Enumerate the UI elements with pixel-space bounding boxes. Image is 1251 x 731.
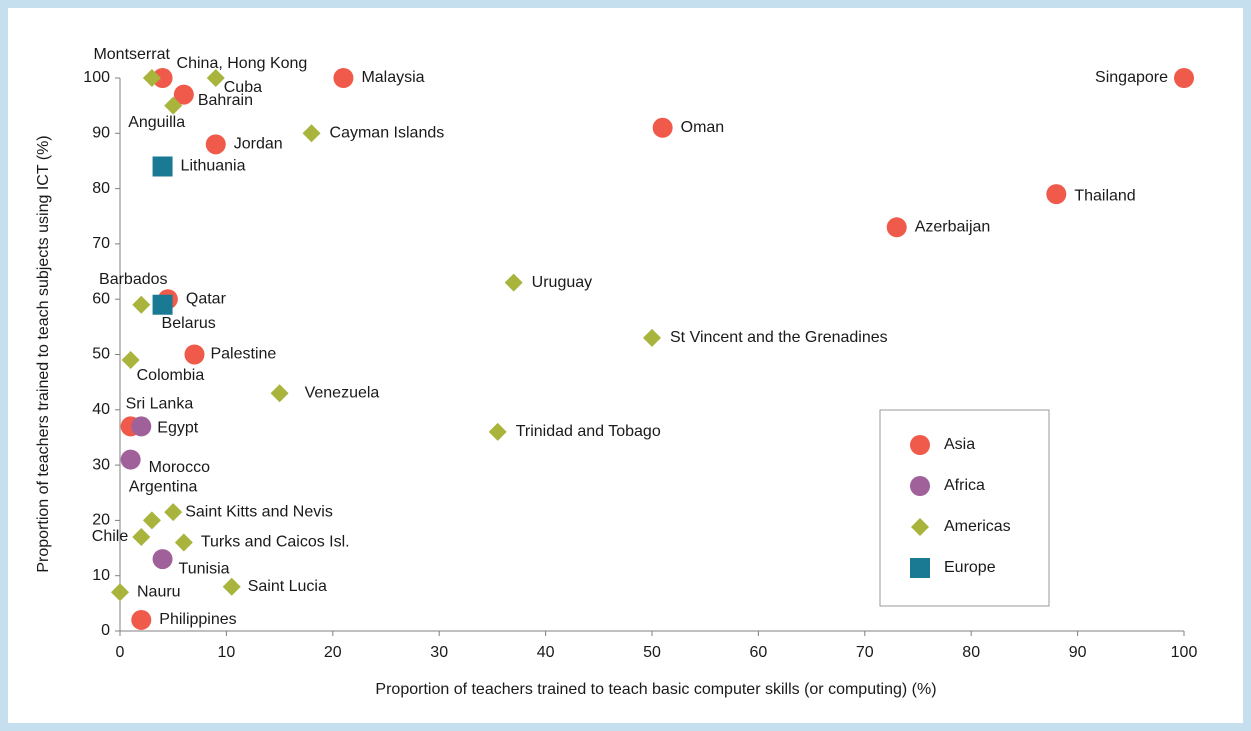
point [152, 68, 173, 88]
point [643, 328, 661, 347]
point [333, 68, 354, 88]
legend-label: Europe [944, 559, 996, 576]
y-tick-label: 50 [92, 346, 110, 363]
point-label: Nauru [137, 584, 181, 601]
point-label: Cuba [224, 79, 262, 96]
x-tick-label: 20 [324, 644, 342, 661]
point [152, 549, 173, 570]
x-tick-label: 40 [537, 644, 555, 661]
point-label: Lithuania [181, 158, 246, 175]
y-tick-label: 100 [83, 69, 110, 86]
point-label: Qatar [186, 290, 227, 307]
point-label: Sri Lanka [126, 396, 194, 413]
point [164, 96, 183, 115]
point-label: Uruguay [532, 274, 592, 291]
point-label: Egypt [157, 420, 198, 437]
point-label: Saint Kitts and Nevis [185, 503, 333, 520]
point [131, 609, 152, 630]
point-label: Saint Lucia [248, 578, 327, 595]
y-tick-label: 60 [92, 290, 110, 307]
point [120, 449, 141, 470]
point [302, 124, 321, 143]
y-tick-label: 70 [92, 235, 110, 252]
point-label: Jordan [234, 136, 283, 153]
point [173, 84, 194, 105]
point-label: Colombia [137, 367, 205, 384]
point [121, 351, 140, 370]
point-label: Belarus [162, 315, 216, 332]
x-tick-label: 0 [116, 644, 125, 661]
point [886, 217, 907, 238]
point [206, 69, 225, 87]
x-tick-label: 10 [218, 644, 236, 661]
x-axis-label: Proportion of teachers trained to teach … [375, 681, 936, 698]
point [652, 117, 673, 138]
x-tick-label: 100 [1171, 644, 1198, 661]
x-tick-label: 50 [643, 644, 661, 661]
point-label: St Vincent and the Grenadines [670, 329, 888, 346]
y-tick-label: 80 [92, 180, 110, 197]
point [111, 583, 129, 602]
legend-label: Americas [944, 518, 1011, 535]
point-label: Azerbaijan [915, 219, 991, 236]
x-tick-label: 30 [430, 644, 448, 661]
point-label: Argentina [129, 479, 198, 496]
point [504, 273, 523, 292]
legend-marker [910, 435, 930, 455]
point [152, 156, 173, 177]
legend-label: Asia [944, 436, 975, 453]
y-tick-label: 0 [101, 622, 110, 639]
chart: Proportion of teachers trained to teach … [35, 46, 1198, 698]
point-label: Oman [681, 119, 725, 136]
x-tick-label: 80 [962, 644, 980, 661]
point-label: Chile [92, 528, 129, 545]
legend-box [879, 409, 1050, 607]
y-tick-label: 40 [92, 401, 110, 418]
point [132, 295, 151, 314]
point [1174, 68, 1194, 88]
point-label: Trinidad and Tobago [516, 423, 661, 440]
point [205, 134, 226, 155]
y-tick-label: 90 [92, 125, 110, 142]
y-tick-label: 30 [92, 456, 110, 473]
point-label: Barbados [99, 271, 168, 288]
point-label: Palestine [210, 346, 276, 363]
point [142, 69, 161, 87]
x-tick-label: 60 [750, 644, 768, 661]
point [270, 384, 289, 403]
point-label: Bahrain [198, 92, 253, 109]
point [164, 503, 183, 522]
point-label: Cayman Islands [330, 125, 445, 142]
legend-label: Africa [944, 477, 985, 494]
y-tick-label: 20 [92, 512, 110, 529]
x-tick-label: 70 [856, 644, 874, 661]
legend-marker [910, 476, 930, 496]
point [1046, 184, 1067, 205]
point-label: Thailand [1074, 187, 1135, 204]
point-label: Anguilla [128, 114, 185, 131]
point [184, 344, 205, 365]
x-tick-label: 90 [1069, 644, 1087, 661]
point-label: Tunisia [179, 560, 230, 577]
y-axis-label: Proportion of teachers trained to teach … [35, 135, 52, 572]
legend-marker [911, 518, 929, 536]
point-label: China, Hong Kong [177, 55, 308, 72]
legend-marker [910, 558, 930, 578]
point-label: Turks and Caicos Isl. [201, 534, 350, 551]
chart-frame: Proportion of teachers trained to teach … [8, 8, 1243, 723]
point [132, 527, 151, 546]
point [152, 294, 173, 315]
point [142, 511, 161, 530]
point-label: Morocco [149, 459, 210, 476]
point-label: Singapore [1095, 69, 1168, 86]
point-label: Venezuela [305, 384, 380, 401]
point-label: Philippines [159, 611, 236, 628]
point [131, 416, 152, 437]
point [174, 533, 193, 552]
point-label: Montserrat [93, 46, 170, 63]
y-tick-label: 10 [92, 567, 110, 584]
point [488, 422, 507, 441]
point-label: Malaysia [361, 69, 424, 86]
point [222, 577, 241, 596]
